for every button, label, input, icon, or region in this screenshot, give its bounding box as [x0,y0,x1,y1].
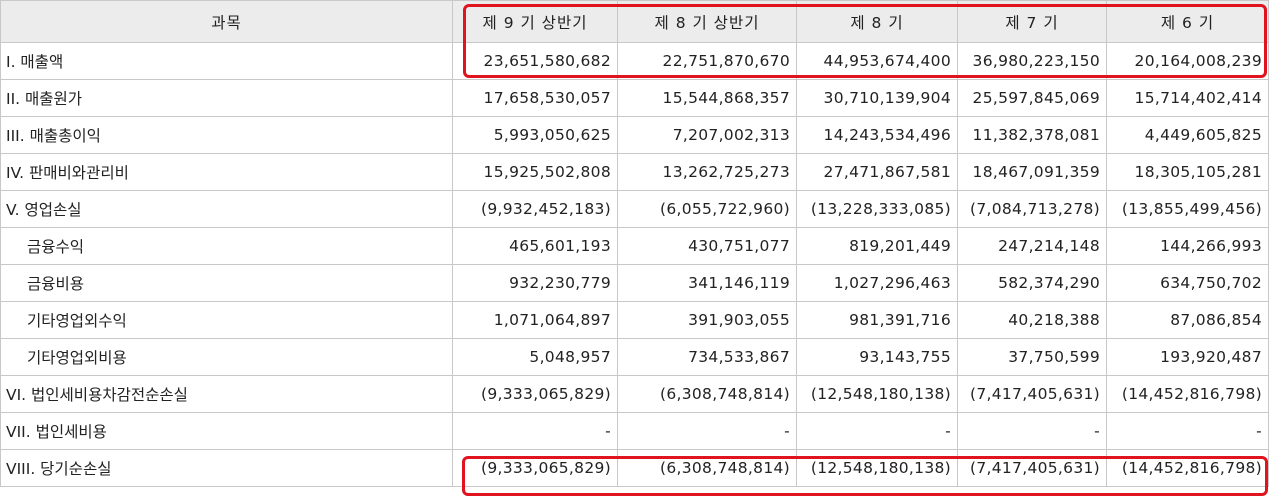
table-cell: 40,218,388 [957,301,1107,339]
table-cell: 15,714,402,414 [1106,79,1269,117]
table-cell: 87,086,854 [1106,301,1269,339]
table-cell: 144,266,993 [1106,227,1269,265]
row-label: VII. 법인세비용 [0,412,453,450]
table-cell: 4,449,605,825 [1106,116,1269,154]
row-label: 금융비용 [0,264,453,302]
table-row-other-expense: 기타영업외비용 5,048,957 734,533,867 93,143,755… [0,338,1269,376]
header-period-8: 제 8 기 [796,0,958,43]
table-row-pretax-loss: VI. 법인세비용차감전순손실 (9,333,065,829) (6,308,7… [0,375,1269,413]
table-cell: - [957,412,1107,450]
table-cell: 932,230,779 [452,264,618,302]
table-cell: - [796,412,958,450]
row-label: V. 영업손실 [0,190,453,228]
table-cell: 15,925,502,808 [452,153,618,191]
table-row-cost-of-sales: II. 매출원가 17,658,530,057 15,544,868,357 3… [0,79,1269,117]
row-label: II. 매출원가 [0,79,453,117]
income-statement-table: 과목 제 9 기 상반기 제 8 기 상반기 제 8 기 제 7 기 제 6 기… [0,0,1269,487]
table-cell: 14,243,534,496 [796,116,958,154]
table-cell: (7,084,713,278) [957,190,1107,228]
table-cell: (6,308,748,814) [617,449,797,487]
table-cell: (6,308,748,814) [617,375,797,413]
table-cell: 193,920,487 [1106,338,1269,376]
table-cell: 430,751,077 [617,227,797,265]
row-label: VI. 법인세비용차감전순손실 [0,375,453,413]
table-cell: 22,751,870,670 [617,42,797,80]
table-row-revenue: I. 매출액 23,651,580,682 22,751,870,670 44,… [0,42,1269,80]
table-row-net-loss: VIII. 당기순손실 (9,333,065,829) (6,308,748,8… [0,449,1269,487]
table-cell: 582,374,290 [957,264,1107,302]
row-label: VIII. 당기순손실 [0,449,453,487]
table-cell: - [452,412,618,450]
table-cell: 391,903,055 [617,301,797,339]
table-cell: 18,305,105,281 [1106,153,1269,191]
table-cell: - [617,412,797,450]
table-cell: (14,452,816,798) [1106,449,1269,487]
table-cell: 819,201,449 [796,227,958,265]
table-cell: 1,027,296,463 [796,264,958,302]
table-cell: 15,544,868,357 [617,79,797,117]
header-row: 과목 제 9 기 상반기 제 8 기 상반기 제 8 기 제 7 기 제 6 기 [0,0,1269,43]
table-cell: 11,382,378,081 [957,116,1107,154]
row-label: IV. 판매비와관리비 [0,153,453,191]
table-cell: (12,548,180,138) [796,375,958,413]
table-cell: 5,993,050,625 [452,116,618,154]
header-account: 과목 [0,0,453,43]
table-cell: 25,597,845,069 [957,79,1107,117]
table-cell: (9,333,065,829) [452,449,618,487]
table-cell: 18,467,091,359 [957,153,1107,191]
row-label: I. 매출액 [0,42,453,80]
header-period-7: 제 7 기 [957,0,1107,43]
row-label: 기타영업외수익 [0,301,453,339]
table-cell: 37,750,599 [957,338,1107,376]
row-label: 금융수익 [0,227,453,265]
table-cell: (7,417,405,631) [957,449,1107,487]
table-row-finance-cost: 금융비용 932,230,779 341,146,119 1,027,296,4… [0,264,1269,302]
table-row-income-tax: VII. 법인세비용 - - - - - [0,412,1269,450]
header-period-6: 제 6 기 [1106,0,1269,43]
table-cell: 44,953,674,400 [796,42,958,80]
header-period-9h1: 제 9 기 상반기 [452,0,618,43]
row-label: III. 매출총이익 [0,116,453,154]
table-cell: 5,048,957 [452,338,618,376]
table-cell: 27,471,867,581 [796,153,958,191]
table-row-operating-loss: V. 영업손실 (9,932,452,183) (6,055,722,960) … [0,190,1269,228]
table-cell: 17,658,530,057 [452,79,618,117]
table-cell: (7,417,405,631) [957,375,1107,413]
table-cell: 734,533,867 [617,338,797,376]
table-cell: - [1106,412,1269,450]
table-cell: 981,391,716 [796,301,958,339]
table-row-gross-profit: III. 매출총이익 5,993,050,625 7,207,002,313 1… [0,116,1269,154]
table-row-finance-income: 금융수익 465,601,193 430,751,077 819,201,449… [0,227,1269,265]
table-cell: 247,214,148 [957,227,1107,265]
table-cell: 465,601,193 [452,227,618,265]
table-cell: 341,146,119 [617,264,797,302]
table-cell: 30,710,139,904 [796,79,958,117]
table-cell: (14,452,816,798) [1106,375,1269,413]
table-cell: (9,333,065,829) [452,375,618,413]
table-cell: (12,548,180,138) [796,449,958,487]
table-cell: (9,932,452,183) [452,190,618,228]
table-row-other-income: 기타영업외수익 1,071,064,897 391,903,055 981,39… [0,301,1269,339]
table-cell: 20,164,008,239 [1106,42,1269,80]
header-period-8h1: 제 8 기 상반기 [617,0,797,43]
table-cell: 7,207,002,313 [617,116,797,154]
table-cell: 13,262,725,273 [617,153,797,191]
row-label: 기타영업외비용 [0,338,453,376]
table-cell: 1,071,064,897 [452,301,618,339]
table-cell: (13,855,499,456) [1106,190,1269,228]
table-cell: 93,143,755 [796,338,958,376]
table-row-sga: IV. 판매비와관리비 15,925,502,808 13,262,725,27… [0,153,1269,191]
table-cell: 36,980,223,150 [957,42,1107,80]
table-cell: 23,651,580,682 [452,42,618,80]
table-cell: (13,228,333,085) [796,190,958,228]
table-cell: (6,055,722,960) [617,190,797,228]
table-cell: 634,750,702 [1106,264,1269,302]
